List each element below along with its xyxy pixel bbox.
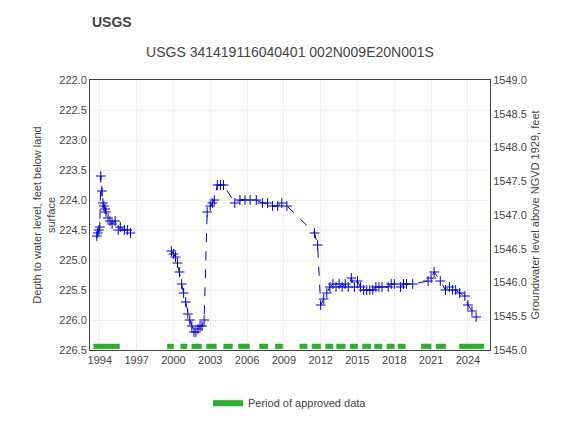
svg-text:1545.5: 1545.5 bbox=[493, 310, 527, 322]
svg-text:1548.0: 1548.0 bbox=[493, 141, 527, 153]
svg-text:1547.0: 1547.0 bbox=[493, 209, 527, 221]
svg-text:Period of approved data: Period of approved data bbox=[248, 397, 366, 409]
svg-text:2003: 2003 bbox=[198, 354, 222, 366]
svg-text:1994: 1994 bbox=[88, 354, 112, 366]
svg-text:1997: 1997 bbox=[124, 354, 148, 366]
svg-text:1548.5: 1548.5 bbox=[493, 108, 527, 120]
svg-text:224.0: 224.0 bbox=[59, 194, 87, 206]
svg-text:223.0: 223.0 bbox=[59, 134, 87, 146]
svg-text:2018: 2018 bbox=[382, 354, 406, 366]
svg-text:1546.5: 1546.5 bbox=[493, 243, 527, 255]
svg-text:225.5: 225.5 bbox=[59, 284, 87, 296]
svg-text:2009: 2009 bbox=[272, 354, 296, 366]
svg-text:223.5: 223.5 bbox=[59, 164, 87, 176]
svg-text:222.5: 222.5 bbox=[59, 104, 87, 116]
svg-text:Depth to water level, feet bel: Depth to water level, feet below landsur… bbox=[31, 126, 57, 303]
svg-text:Groundwater level above NGVD 1: Groundwater level above NGVD 1929, feet bbox=[529, 110, 541, 319]
svg-text:USGS: USGS bbox=[92, 14, 132, 30]
svg-text:224.5: 224.5 bbox=[59, 224, 87, 236]
svg-text:1549.0: 1549.0 bbox=[493, 74, 527, 86]
svg-text:2024: 2024 bbox=[456, 354, 480, 366]
svg-text:2015: 2015 bbox=[345, 354, 369, 366]
svg-text:225.0: 225.0 bbox=[59, 254, 87, 266]
svg-text:1547.5: 1547.5 bbox=[493, 175, 527, 187]
svg-text:226.0: 226.0 bbox=[59, 314, 87, 326]
svg-text:1545.0: 1545.0 bbox=[493, 344, 527, 356]
svg-text:222.0: 222.0 bbox=[59, 74, 87, 86]
svg-text:2006: 2006 bbox=[235, 354, 259, 366]
svg-text:226.5: 226.5 bbox=[59, 344, 87, 356]
svg-text:2021: 2021 bbox=[419, 354, 443, 366]
svg-text:2012: 2012 bbox=[308, 354, 332, 366]
svg-text:1546.0: 1546.0 bbox=[493, 276, 527, 288]
svg-text:USGS 341419116040401 002N009E2: USGS 341419116040401 002N009E20N001S bbox=[146, 44, 434, 60]
svg-text:2000: 2000 bbox=[161, 354, 185, 366]
